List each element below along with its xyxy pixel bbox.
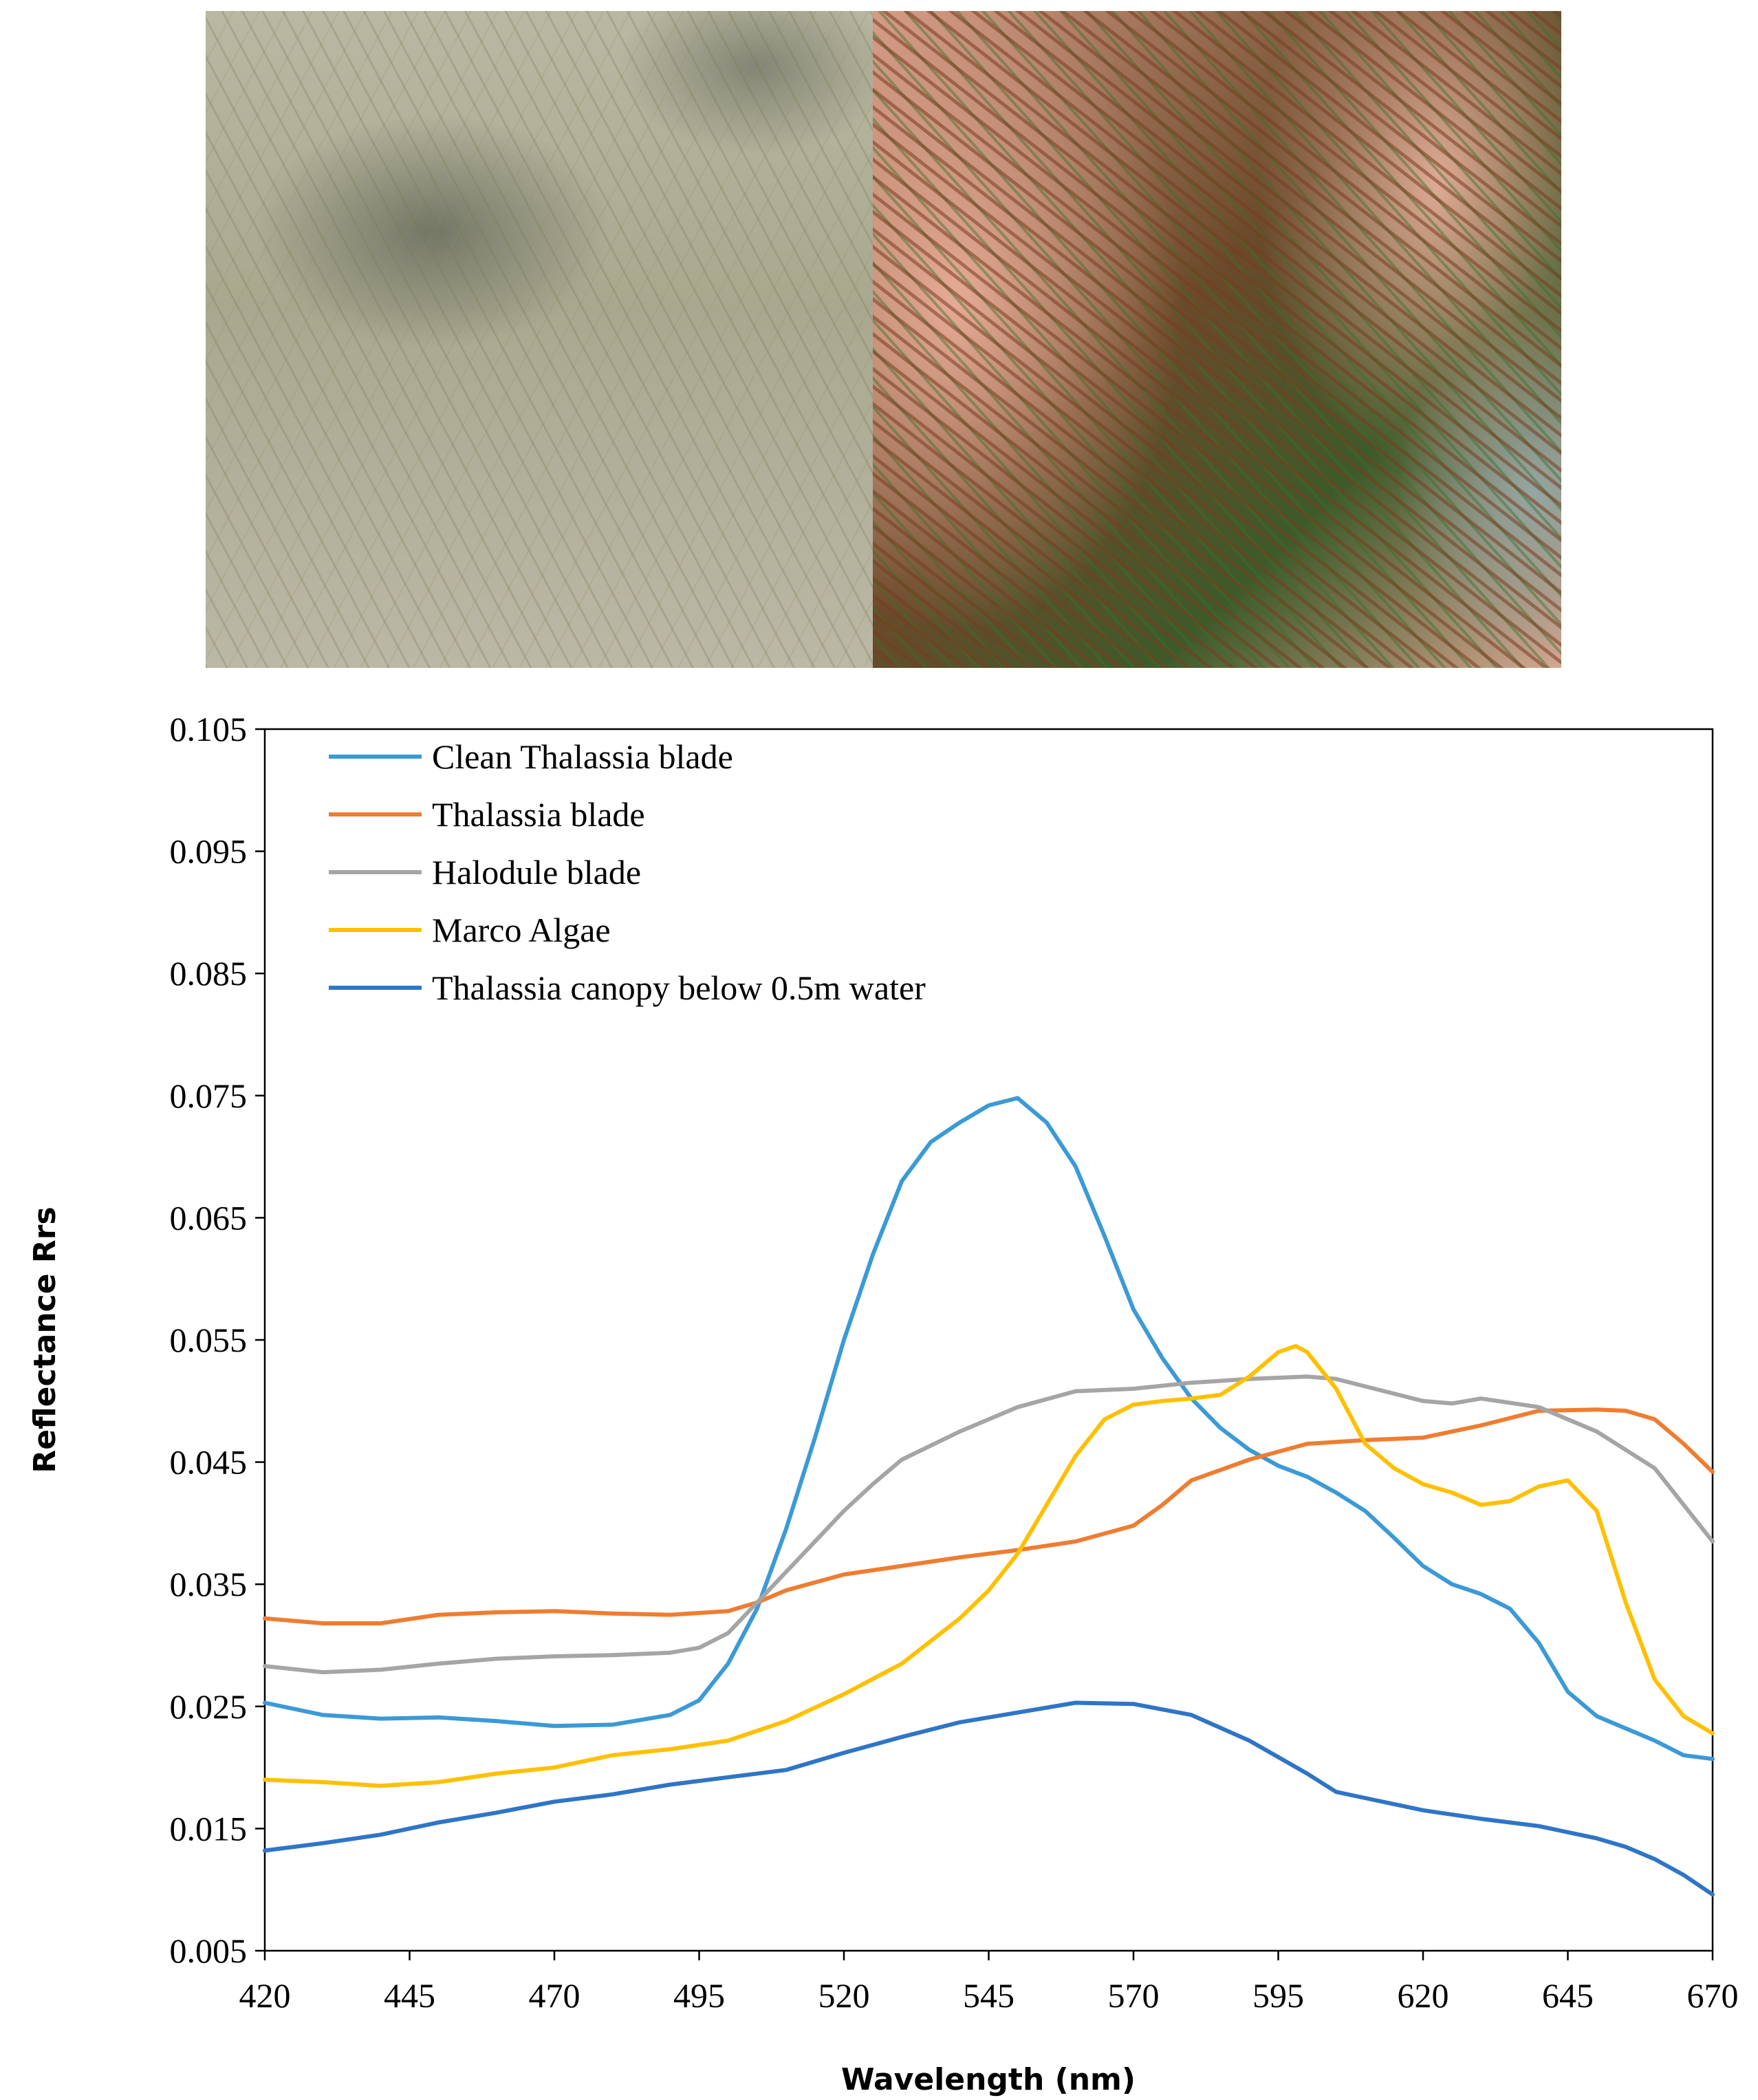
y-tick-label: 0.055 — [170, 1321, 248, 1359]
x-axis-title: Wavelength (nm) — [841, 2062, 1136, 2097]
y-tick-label: 0.085 — [170, 954, 248, 993]
y-tick-label: 0.025 — [170, 1687, 248, 1726]
x-tick-label: 420 — [239, 1976, 291, 2015]
x-tick-label: 670 — [1687, 1976, 1739, 2015]
reflectance-chart: 0.105 0.095 0.085 0.075 0.065 0.055 0.045 0.035… — [28, 710, 1739, 2097]
y-tick-label: 0.045 — [170, 1443, 248, 1482]
y-tick-label: 0.035 — [170, 1565, 248, 1603]
x-tick-label: 620 — [1398, 1976, 1449, 2015]
y-tick-label: 0.105 — [170, 710, 248, 748]
legend-label: Thalassia blade — [432, 795, 645, 834]
x-tick-label: 445 — [384, 1976, 435, 2015]
seagrass-blades-in-hand-photo — [873, 11, 1561, 668]
legend-label: Halodule blade — [432, 853, 641, 891]
series-line-4 — [263, 1343, 1715, 1788]
series-line-3 — [263, 1374, 1715, 1675]
legend-label: Marco Algae — [432, 911, 611, 949]
y-axis-title: Reflectance Rrs — [28, 1206, 63, 1473]
y-tick-label: 0.005 — [170, 1931, 248, 1970]
legend: Clean Thalassia blade Thalassia blade Halo… — [329, 737, 926, 1007]
x-tick-label: 645 — [1542, 1976, 1594, 2015]
y-tick-label: 0.095 — [170, 832, 248, 871]
x-axis: 420 445 470 495 520 545 570 595 620 645 670 — [239, 1951, 1739, 2015]
seagrass-underwater-photo — [206, 11, 873, 668]
y-tick-label: 0.015 — [170, 1809, 248, 1848]
x-tick-label: 495 — [673, 1976, 725, 2015]
x-tick-label: 470 — [529, 1976, 580, 2015]
series-line-1 — [263, 1096, 1715, 1762]
legend-label: Clean Thalassia blade — [432, 737, 733, 776]
x-tick-label: 545 — [963, 1976, 1014, 2015]
series-line-5 — [263, 1700, 1715, 1897]
photo-strip — [206, 11, 1561, 668]
y-tick-label: 0.065 — [170, 1198, 248, 1237]
series-lines — [263, 1096, 1715, 1897]
y-tick-label: 0.075 — [170, 1076, 248, 1115]
y-axis: 0.105 0.095 0.085 0.075 0.065 0.055 0.045 0.035… — [170, 710, 265, 1970]
x-tick-label: 520 — [818, 1976, 870, 2015]
x-tick-label: 570 — [1108, 1976, 1160, 2015]
legend-label: Thalassia canopy below 0.5m water — [432, 968, 926, 1007]
x-tick-label: 595 — [1252, 1976, 1304, 2015]
